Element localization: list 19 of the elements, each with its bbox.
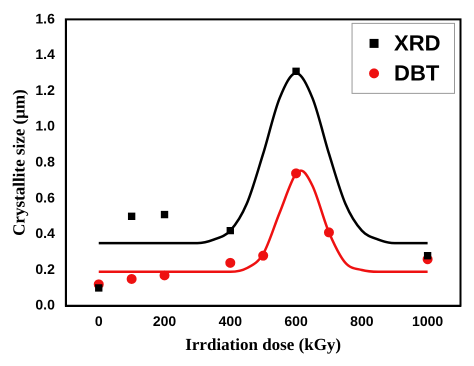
x-tick-label: 800 (350, 313, 374, 330)
y-tick-label: 0.0 (35, 296, 56, 313)
x-tick-label: 600 (284, 313, 308, 330)
x-axis-title: Irrdiation dose (kGy) (185, 335, 342, 354)
y-tick-label: 0.6 (35, 189, 56, 206)
y-tick-label: 1.6 (35, 10, 56, 26)
x-tick-label: 0 (94, 313, 103, 330)
y-axis-title: Crystallite size (μm) (10, 89, 29, 236)
legend-label: XRD (394, 30, 441, 56)
x-tick-label: 200 (152, 313, 176, 330)
y-tick-label: 0.4 (35, 225, 56, 242)
x-tick-label: 1000 (412, 313, 444, 330)
y-tick-label: 1.0 (35, 118, 56, 134)
y-tick-label: 0.8 (35, 153, 56, 170)
y-tick-label: 0.2 (35, 260, 56, 277)
x-tick-label: 400 (218, 313, 242, 330)
legend-label: DBT (394, 60, 440, 86)
y-tick-label: 1.2 (35, 82, 56, 98)
y-tick-label: 1.4 (35, 46, 56, 62)
